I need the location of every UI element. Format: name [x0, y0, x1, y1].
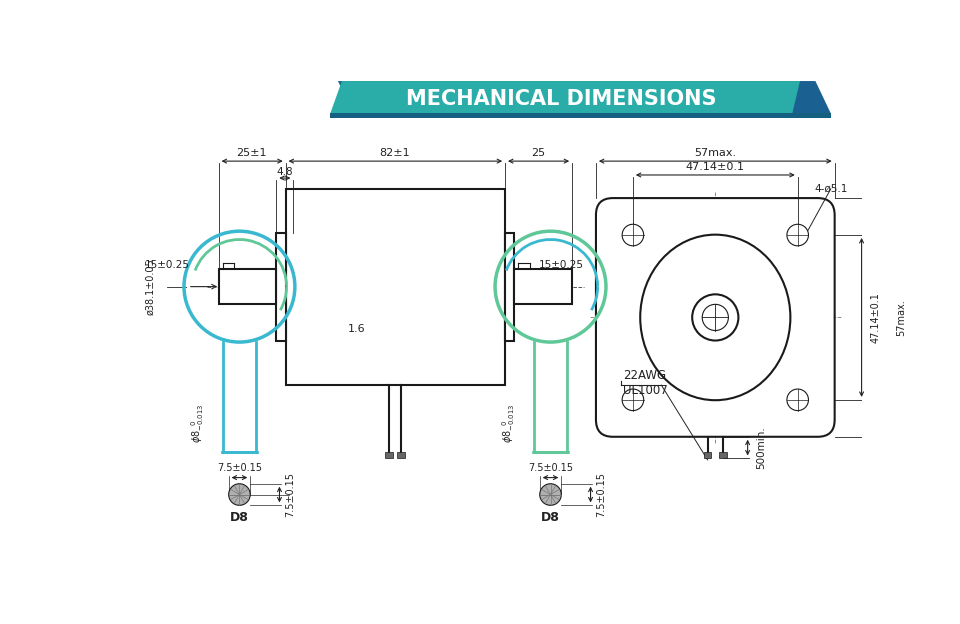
Bar	[719, 452, 727, 459]
Circle shape	[692, 295, 738, 341]
Polygon shape	[330, 81, 800, 114]
Bar	[505, 233, 515, 341]
Bar	[397, 452, 405, 459]
Text: 22AWG: 22AWG	[623, 369, 666, 382]
Circle shape	[622, 224, 644, 246]
Circle shape	[540, 484, 562, 505]
Text: 57max.: 57max.	[896, 299, 906, 336]
Text: ø38.1±0.05: ø38.1±0.05	[145, 258, 156, 315]
Text: MECHANICAL DIMENSIONS: MECHANICAL DIMENSIONS	[406, 89, 716, 109]
Circle shape	[228, 484, 251, 505]
Text: 15±0.25: 15±0.25	[539, 260, 584, 270]
Circle shape	[787, 389, 808, 411]
Text: 4.8: 4.8	[276, 167, 293, 177]
Text: $\phi$8$^{\ \ 0}_{-0.013}$: $\phi$8$^{\ \ 0}_{-0.013}$	[189, 404, 206, 444]
Text: 7.5±0.15: 7.5±0.15	[285, 472, 296, 517]
Text: UL1007: UL1007	[623, 384, 667, 397]
Text: 1.6: 1.6	[348, 324, 366, 334]
Text: $\phi$8$^{\ \ 0}_{-0.013}$: $\phi$8$^{\ \ 0}_{-0.013}$	[500, 404, 517, 444]
Text: 500min.: 500min.	[756, 426, 766, 469]
Text: 82±1: 82±1	[379, 149, 410, 158]
Bar	[276, 233, 286, 341]
Ellipse shape	[640, 235, 790, 400]
Text: D8: D8	[541, 511, 560, 524]
Text: 47.14±0.1: 47.14±0.1	[685, 162, 745, 172]
Circle shape	[702, 305, 729, 331]
Bar	[515, 269, 572, 305]
Text: 57max.: 57max.	[694, 149, 736, 158]
Text: 7.5±0.15: 7.5±0.15	[528, 464, 573, 474]
Text: 7.5±0.15: 7.5±0.15	[217, 464, 262, 474]
Text: 25: 25	[531, 149, 545, 158]
Polygon shape	[330, 114, 830, 118]
FancyBboxPatch shape	[596, 198, 834, 437]
Text: D8: D8	[230, 511, 249, 524]
Text: 25±1: 25±1	[236, 149, 267, 158]
Bar	[704, 452, 711, 459]
Text: 4-ø5.1: 4-ø5.1	[814, 184, 848, 194]
Text: 47.14±0.1: 47.14±0.1	[871, 292, 880, 343]
Text: 7.5±0.15: 7.5±0.15	[596, 472, 607, 517]
Polygon shape	[338, 81, 830, 114]
Circle shape	[622, 389, 644, 411]
Bar	[286, 189, 505, 385]
Bar	[219, 269, 276, 305]
Bar	[385, 452, 393, 459]
Circle shape	[787, 224, 808, 246]
Text: 15±0.25: 15±0.25	[145, 260, 189, 270]
